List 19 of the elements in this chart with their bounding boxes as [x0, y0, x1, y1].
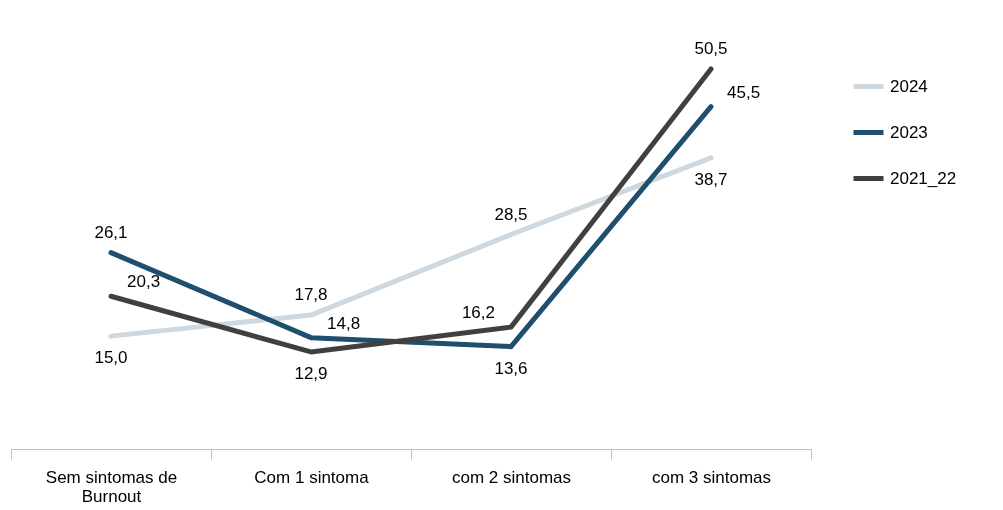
x-tick-label: Sem sintomas de Burnout — [45, 467, 178, 506]
x-tick-label: com 3 sintomas — [651, 467, 772, 487]
data-label: 26,1 — [94, 222, 128, 242]
legend-label: 2024 — [890, 76, 928, 96]
data-label: 45,5 — [727, 82, 761, 102]
data-label: 12,9 — [294, 363, 328, 383]
x-tick-label: Com 1 sintoma — [254, 467, 370, 487]
legend-label: 2021_22 — [890, 168, 957, 188]
data-label: 13,6 — [494, 358, 528, 378]
data-label: 50,5 — [694, 39, 728, 58]
data-label: 20,3 — [127, 272, 161, 292]
data-label: 38,7 — [694, 169, 728, 189]
data-label: 17,8 — [294, 285, 328, 305]
data-label: 14,8 — [327, 313, 361, 333]
data-label: 16,2 — [461, 303, 495, 323]
data-label: 28,5 — [494, 204, 528, 224]
data-label: 15,0 — [94, 348, 128, 368]
legend-label: 2023 — [890, 122, 928, 142]
x-tick-label: com 2 sintomas — [451, 467, 572, 487]
